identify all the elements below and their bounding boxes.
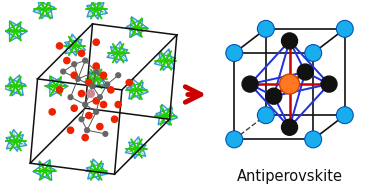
Circle shape bbox=[90, 84, 95, 89]
Circle shape bbox=[93, 63, 99, 69]
Circle shape bbox=[56, 87, 63, 93]
Circle shape bbox=[280, 74, 299, 94]
Circle shape bbox=[79, 117, 84, 122]
Circle shape bbox=[67, 127, 74, 133]
Text: Antiperovskite: Antiperovskite bbox=[236, 169, 343, 184]
Circle shape bbox=[305, 45, 322, 61]
Circle shape bbox=[126, 79, 132, 86]
Circle shape bbox=[282, 33, 297, 49]
Circle shape bbox=[336, 107, 353, 124]
Circle shape bbox=[297, 64, 313, 80]
Circle shape bbox=[85, 128, 90, 133]
Circle shape bbox=[115, 101, 121, 108]
Circle shape bbox=[305, 131, 322, 148]
Circle shape bbox=[258, 20, 274, 37]
Circle shape bbox=[75, 77, 80, 81]
Circle shape bbox=[86, 79, 92, 86]
Circle shape bbox=[71, 105, 77, 111]
Circle shape bbox=[72, 62, 77, 67]
Circle shape bbox=[93, 39, 99, 45]
Circle shape bbox=[321, 76, 337, 92]
Circle shape bbox=[64, 57, 70, 64]
Circle shape bbox=[108, 87, 114, 93]
Circle shape bbox=[97, 123, 103, 130]
Circle shape bbox=[111, 116, 118, 122]
Circle shape bbox=[94, 69, 98, 74]
Circle shape bbox=[258, 107, 274, 124]
Circle shape bbox=[61, 69, 65, 74]
Circle shape bbox=[68, 95, 73, 100]
Circle shape bbox=[226, 131, 243, 148]
Circle shape bbox=[100, 101, 107, 108]
Circle shape bbox=[86, 112, 92, 119]
Circle shape bbox=[56, 43, 63, 49]
Circle shape bbox=[78, 50, 85, 56]
Circle shape bbox=[116, 73, 121, 78]
Circle shape bbox=[94, 109, 98, 114]
Circle shape bbox=[242, 76, 258, 92]
Circle shape bbox=[282, 119, 297, 135]
Circle shape bbox=[226, 45, 243, 61]
Circle shape bbox=[71, 72, 77, 78]
Circle shape bbox=[83, 102, 88, 107]
Circle shape bbox=[93, 98, 99, 104]
Circle shape bbox=[49, 109, 56, 115]
Circle shape bbox=[266, 88, 282, 104]
Circle shape bbox=[103, 132, 108, 136]
Circle shape bbox=[83, 58, 88, 63]
Circle shape bbox=[336, 20, 353, 37]
Circle shape bbox=[100, 72, 107, 78]
Circle shape bbox=[105, 82, 110, 87]
Circle shape bbox=[87, 90, 94, 97]
Circle shape bbox=[78, 91, 85, 97]
Circle shape bbox=[82, 134, 88, 141]
Circle shape bbox=[97, 95, 102, 100]
